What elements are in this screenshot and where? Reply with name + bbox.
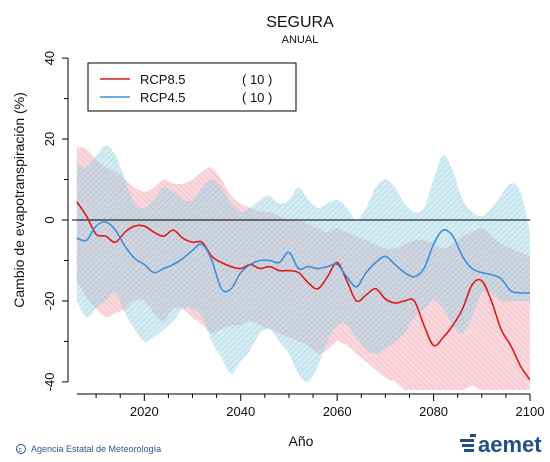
y-tick-label: 20 <box>42 132 57 146</box>
legend-count-rcp45: ( 10 ) <box>242 90 272 105</box>
chart-subtitle: ANUAL <box>282 34 319 46</box>
y-tick-label: 0 <box>42 216 57 223</box>
x-tick-label: 2040 <box>226 404 255 419</box>
y-axis-label: Cambio de evapotranspiración (%) <box>11 92 27 308</box>
series-line-rcp45 <box>76 221 530 294</box>
credit-text: Agencia Estatal de Meteorología <box>31 444 161 454</box>
series-line-rcp85 <box>76 201 530 381</box>
legend-label-rcp85: RCP8.5 <box>140 72 186 87</box>
aemet-logo: aemet <box>460 432 542 457</box>
chart-title: SEGURA <box>266 14 334 31</box>
copyright-glyph: c <box>19 447 23 454</box>
aemet-logo-mark <box>460 434 476 452</box>
x-tick-label: 2060 <box>323 404 352 419</box>
y-tick-label: -20 <box>42 292 57 311</box>
y-tick-label: 40 <box>42 51 57 65</box>
copyright-icon <box>16 444 26 454</box>
legend-count-rcp85: ( 10 ) <box>242 72 272 87</box>
aemet-logo-text: aemet <box>478 432 542 457</box>
x-axis-label: Año <box>289 433 314 449</box>
x-tick-label: 2020 <box>130 404 159 419</box>
legend-label-rcp45: RCP4.5 <box>140 90 186 105</box>
x-tick-label: 2100 <box>516 404 545 419</box>
band-hatch-rcp45 <box>76 145 530 383</box>
footer-credit: c Agencia Estatal de Meteorología <box>16 444 161 454</box>
x-tick-label: 2080 <box>419 404 448 419</box>
series-lines <box>76 201 530 381</box>
y-tick-label: -40 <box>42 373 57 392</box>
legend-box <box>87 62 297 112</box>
legend: RCP8.5 ( 10 ) RCP4.5 ( 10 ) <box>87 62 297 112</box>
